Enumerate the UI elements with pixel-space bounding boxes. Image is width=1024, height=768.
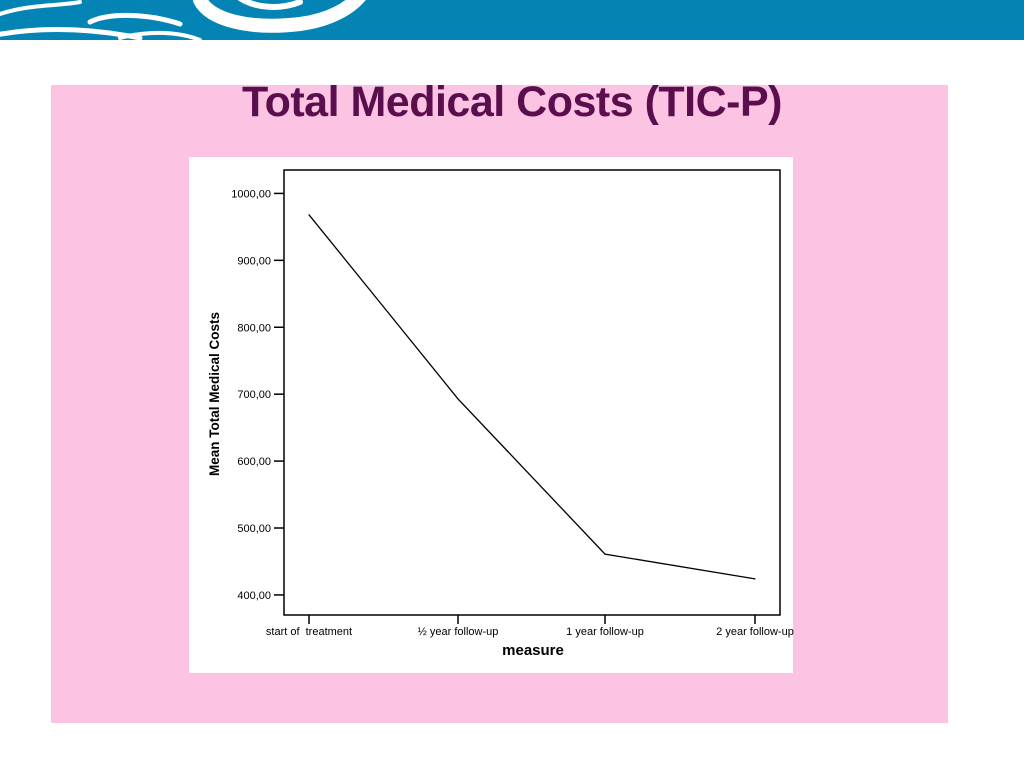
top-banner (0, 0, 1024, 40)
y-tick-label: 600,00 (237, 456, 271, 468)
series-line (308, 214, 756, 580)
y-tick-label: 800,00 (237, 322, 271, 334)
banner-swirl-pattern (0, 0, 366, 40)
y-axis-label: Mean Total Medical Costs (207, 312, 222, 476)
x-tick-label: ½ year follow-up (418, 626, 499, 638)
y-tick-label: 400,00 (237, 590, 271, 602)
y-tick-label: 1000,00 (231, 188, 271, 200)
y-tick-label: 700,00 (237, 389, 271, 401)
x-axis-label: measure (502, 642, 564, 659)
plot-frame (283, 169, 781, 616)
data-point (604, 553, 606, 555)
y-tick-label: 900,00 (237, 255, 271, 267)
x-tick-label: start of treatment (266, 626, 352, 638)
page-title: Total Medical Costs (TIC-P) (242, 78, 782, 126)
chart-area: 1000,00 900,00 800,00 700,00 600,00 500,00 400… (189, 157, 794, 673)
data-point (457, 398, 459, 400)
data-point (308, 214, 310, 216)
x-tick-label: 2 year follow-up (716, 626, 794, 638)
data-point (754, 578, 756, 580)
y-tick-label: 500,00 (237, 523, 271, 535)
x-tick-label: 1 year follow-up (566, 626, 644, 638)
line-chart: 1000,00 900,00 800,00 700,00 600,00 500,00 400… (207, 169, 794, 659)
